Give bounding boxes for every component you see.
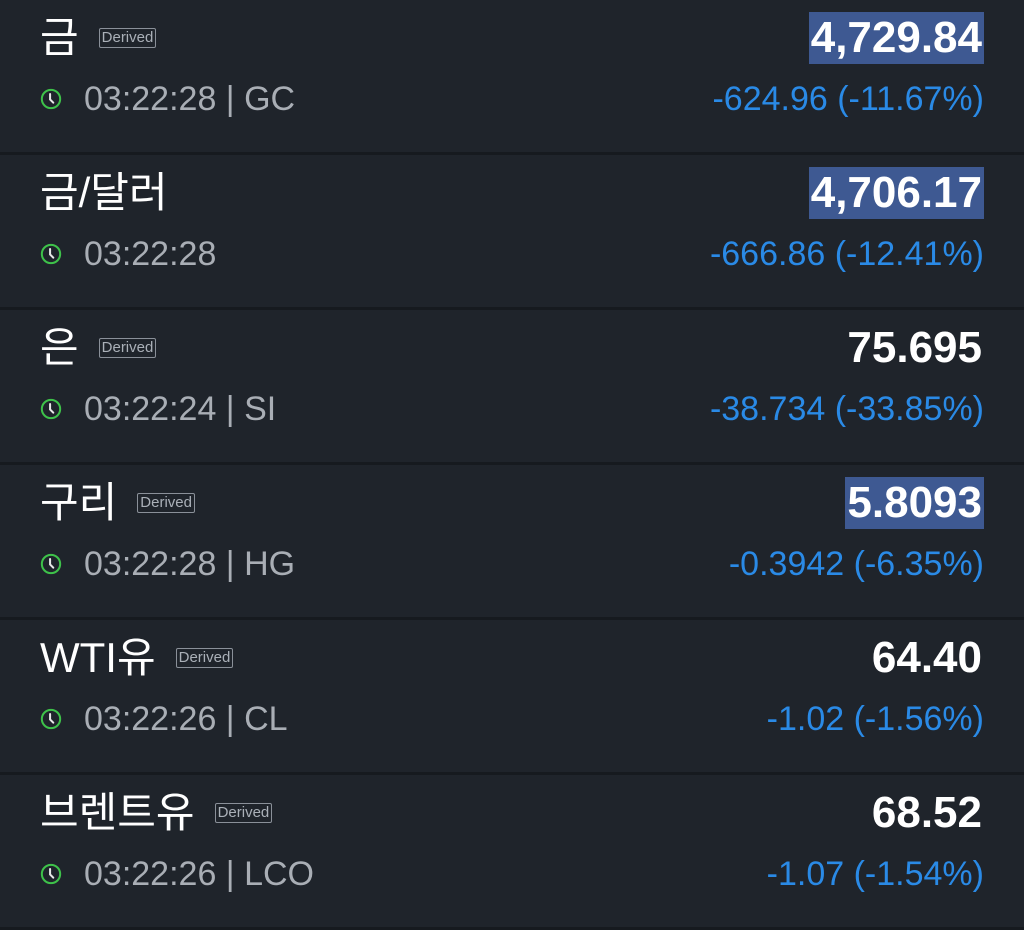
quote-time: 03:22:28	[84, 80, 217, 118]
instrument-name-group: 브렌트유 Derived	[40, 787, 273, 839]
instrument-name-group: 구리 Derived	[40, 477, 195, 529]
clock-icon	[40, 708, 62, 730]
instrument-name-group: WTI유 Derived	[40, 632, 234, 684]
instrument-name: 구리	[40, 479, 118, 526]
instrument-name: WTI유	[40, 634, 156, 681]
quote-symbol: HG	[244, 545, 296, 583]
quote-change: -666.86 (-12.41%)	[709, 235, 984, 273]
quote-symbol: CL	[244, 700, 288, 738]
quote-symbol: GC	[244, 80, 296, 118]
clock-icon	[40, 398, 62, 420]
quote-meta: 03:22:26 | LCO	[40, 851, 314, 897]
separator: |	[216, 700, 245, 738]
clock-icon	[40, 243, 62, 265]
quote-row[interactable]: WTI유 Derived 03:22:26 | CL 64.40 -1.02 (…	[0, 620, 1024, 775]
quote-time: 03:22:26	[84, 855, 217, 893]
derived-badge: Derived	[214, 803, 273, 823]
quote-row[interactable]: 금 Derived 03:22:28 | GC 4,729.84 -624.96…	[0, 0, 1024, 155]
clock-icon	[40, 553, 62, 575]
instrument-name: 금	[40, 14, 79, 61]
instrument-name: 브렌트유	[40, 789, 195, 836]
separator: |	[216, 390, 245, 428]
quote-change: -38.734 (-33.85%)	[709, 390, 984, 428]
quote-symbol: SI	[244, 390, 277, 428]
quote-price: 75.695	[847, 323, 982, 372]
quote-change: -624.96 (-11.67%)	[712, 80, 984, 118]
quote-row[interactable]: 브렌트유 Derived 03:22:26 | LCO 68.52 -1.07 …	[0, 775, 1024, 930]
quote-meta: 03:22:26 | CL	[40, 696, 288, 742]
quote-time: 03:22:28	[84, 545, 217, 583]
clock-icon	[40, 88, 62, 110]
derived-badge: Derived	[175, 648, 234, 668]
clock-icon	[40, 863, 62, 885]
instrument-name-group: 금/달러	[40, 167, 168, 219]
quote-price: 4,706.17	[808, 167, 984, 219]
quote-price: 64.40	[871, 633, 982, 682]
instrument-name-group: 금 Derived	[40, 12, 157, 64]
quote-time: 03:22:24	[84, 390, 217, 428]
quote-symbol: LCO	[244, 855, 315, 893]
quote-change: -0.3942 (-6.35%)	[728, 545, 984, 583]
quote-meta: 03:22:28	[40, 231, 216, 277]
separator: |	[216, 545, 245, 583]
quote-meta: 03:22:28 | GC	[40, 76, 295, 122]
quote-change: -1.02 (-1.56%)	[766, 700, 984, 738]
quote-change: -1.07 (-1.54%)	[766, 855, 984, 893]
instrument-name-group: 은 Derived	[40, 322, 157, 374]
quote-row[interactable]: 금/달러 03:22:28 4,706.17 -666.86 (-12.41%)	[0, 155, 1024, 310]
instrument-name: 은	[40, 324, 79, 371]
quote-price: 68.52	[871, 788, 982, 837]
derived-badge: Derived	[98, 338, 157, 358]
instrument-name: 금/달러	[40, 169, 168, 216]
quote-time: 03:22:28	[84, 235, 217, 273]
quote-meta: 03:22:24 | SI	[40, 386, 276, 432]
quote-time: 03:22:26	[84, 700, 217, 738]
quote-meta: 03:22:28 | HG	[40, 541, 295, 587]
derived-badge: Derived	[98, 28, 157, 48]
quote-row[interactable]: 구리 Derived 03:22:28 | HG 5.8093 -0.3942 …	[0, 465, 1024, 620]
derived-badge: Derived	[137, 493, 195, 513]
quote-price: 4,729.84	[808, 12, 984, 64]
separator: |	[216, 80, 245, 118]
separator: |	[216, 855, 245, 893]
quote-row[interactable]: 은 Derived 03:22:24 | SI 75.695 -38.734 (…	[0, 310, 1024, 465]
quote-price: 5.8093	[845, 477, 984, 529]
